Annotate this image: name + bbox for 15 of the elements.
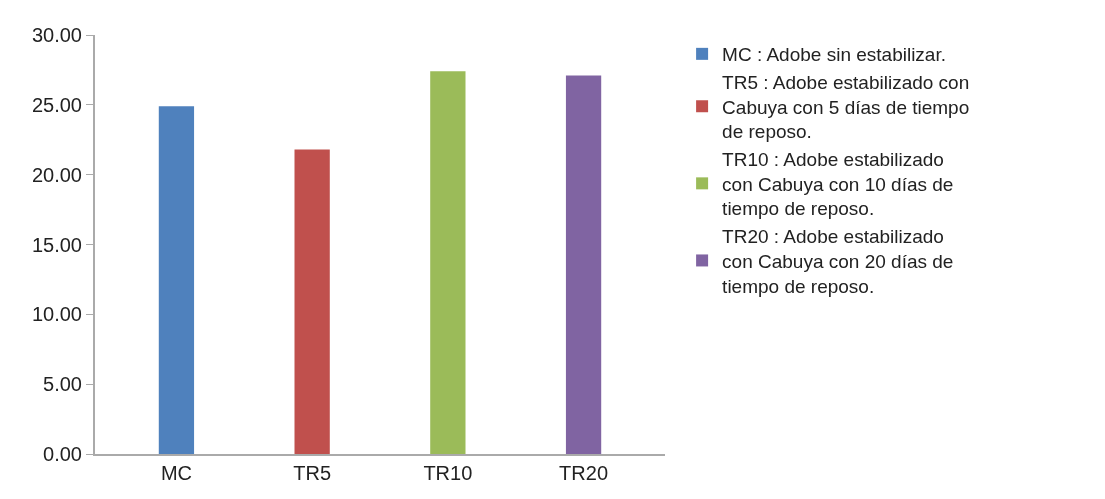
y-tick-label: 5.00 — [43, 373, 82, 396]
legend-label: TR5 : Adobe estabilizado con Cabuya con 5 días de tiempo de reposo. — [722, 71, 970, 143]
x-tick-label: MC — [160, 462, 192, 484]
legend-label: TR10 : Adobe estabilizado con Cabuya con 10 días de tiempo de reposo. — [722, 149, 954, 220]
y-tick-label: 15.00 — [31, 233, 82, 256]
x-tick-label: TR10 — [423, 462, 473, 484]
y-tick-label: 10.00 — [31, 303, 82, 326]
y-tick-label: 30.00 — [31, 24, 82, 46]
x-tick-label: TR5 — [293, 462, 332, 484]
legend-label: TR20 : Adobe estabilizado con Cabuya con 20 días de tiempo de reposo. — [722, 226, 954, 297]
legend-label: MC : Adobe sin estabilizar. — [722, 44, 946, 66]
x-tick-label: TR20 — [559, 462, 609, 484]
y-tick-label: 25.00 — [31, 93, 82, 116]
y-tick-label: 20.00 — [31, 163, 82, 186]
y-tick-label: 0.00 — [43, 443, 82, 465]
